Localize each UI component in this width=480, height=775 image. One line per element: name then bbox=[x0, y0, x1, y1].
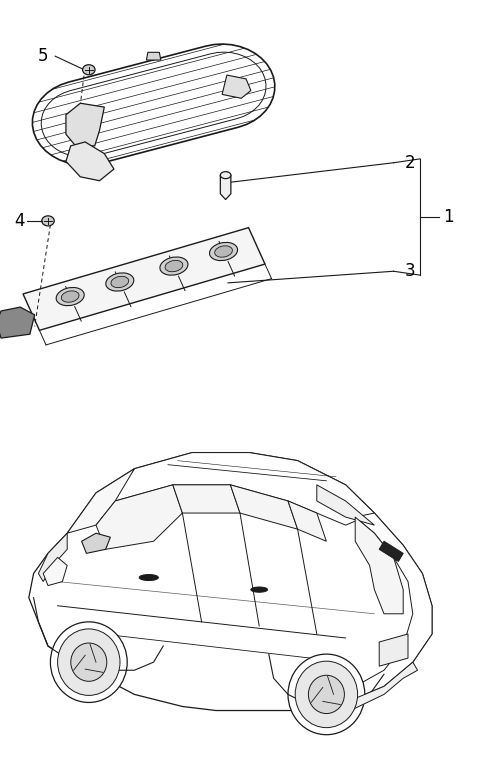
Ellipse shape bbox=[50, 622, 127, 702]
Polygon shape bbox=[346, 513, 432, 702]
Ellipse shape bbox=[295, 661, 358, 728]
Ellipse shape bbox=[165, 260, 183, 272]
Ellipse shape bbox=[210, 243, 238, 260]
Text: 2: 2 bbox=[405, 153, 416, 172]
Polygon shape bbox=[355, 517, 403, 614]
Ellipse shape bbox=[160, 257, 188, 275]
Circle shape bbox=[42, 215, 54, 226]
Polygon shape bbox=[222, 75, 251, 98]
Polygon shape bbox=[66, 142, 114, 181]
Text: 5: 5 bbox=[38, 47, 48, 65]
Polygon shape bbox=[220, 175, 231, 199]
Ellipse shape bbox=[56, 288, 84, 305]
Polygon shape bbox=[43, 557, 67, 586]
Ellipse shape bbox=[288, 654, 365, 735]
Polygon shape bbox=[317, 485, 374, 525]
Polygon shape bbox=[66, 103, 104, 146]
Ellipse shape bbox=[111, 277, 129, 288]
Polygon shape bbox=[82, 533, 110, 553]
Polygon shape bbox=[379, 634, 408, 666]
Ellipse shape bbox=[106, 273, 134, 291]
Polygon shape bbox=[96, 453, 374, 525]
Polygon shape bbox=[38, 533, 67, 581]
Ellipse shape bbox=[139, 574, 158, 580]
Ellipse shape bbox=[309, 675, 345, 714]
Polygon shape bbox=[379, 541, 403, 561]
Polygon shape bbox=[346, 662, 418, 711]
Ellipse shape bbox=[215, 246, 232, 257]
Text: 4: 4 bbox=[14, 212, 24, 230]
Polygon shape bbox=[173, 485, 240, 513]
Ellipse shape bbox=[220, 171, 231, 178]
Polygon shape bbox=[29, 453, 432, 711]
Ellipse shape bbox=[251, 587, 268, 592]
Polygon shape bbox=[33, 44, 275, 165]
Polygon shape bbox=[23, 228, 265, 330]
Polygon shape bbox=[67, 469, 134, 533]
Text: 1: 1 bbox=[444, 208, 454, 226]
Polygon shape bbox=[0, 307, 35, 338]
Ellipse shape bbox=[71, 643, 107, 681]
Polygon shape bbox=[146, 53, 161, 60]
Polygon shape bbox=[288, 501, 326, 541]
Polygon shape bbox=[230, 485, 298, 529]
Text: 3: 3 bbox=[405, 262, 416, 281]
Ellipse shape bbox=[58, 629, 120, 695]
Ellipse shape bbox=[61, 291, 79, 302]
Polygon shape bbox=[96, 485, 182, 549]
Circle shape bbox=[83, 65, 95, 75]
